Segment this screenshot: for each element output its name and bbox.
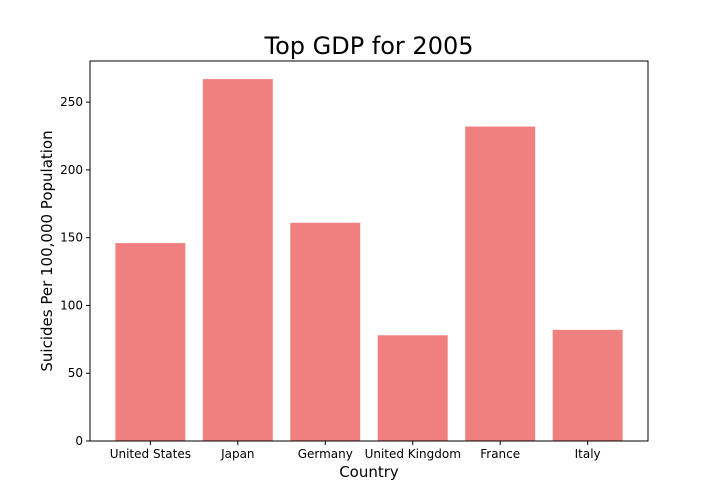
x-tick-label: Germany [298,447,353,461]
x-axis-ticks: United States Japan Germany United Kingdom F… [110,441,601,461]
y-tick-label: 150 [60,231,83,245]
y-axis-label: Suicides Per 100,000 Population [38,130,56,371]
bar-united-states [115,243,186,441]
y-tick-label: 200 [60,163,83,177]
x-tick-label: France [480,447,520,461]
x-tick-label: Italy [575,447,601,461]
y-tick-label: 50 [68,366,83,380]
plot-frame [89,60,649,442]
y-tick-label: 100 [60,298,83,312]
y-axis-ticks: 0 50 100 150 200 250 [60,95,90,448]
x-tick-label: United Kingdom [365,447,461,461]
bar-italy [552,329,623,441]
x-axis-label: Country [339,463,399,481]
chart-title: Top GDP for 2005 [263,32,473,60]
y-tick-label: 250 [60,95,83,109]
bars-group [115,79,623,441]
bar-united-kingdom [377,335,448,441]
x-tick-label: Japan [220,447,254,461]
bar-france [465,126,536,441]
y-tick-label: 0 [75,434,83,448]
bar-japan [202,79,273,441]
x-tick-label: United States [110,447,191,461]
bar-germany [290,222,361,441]
